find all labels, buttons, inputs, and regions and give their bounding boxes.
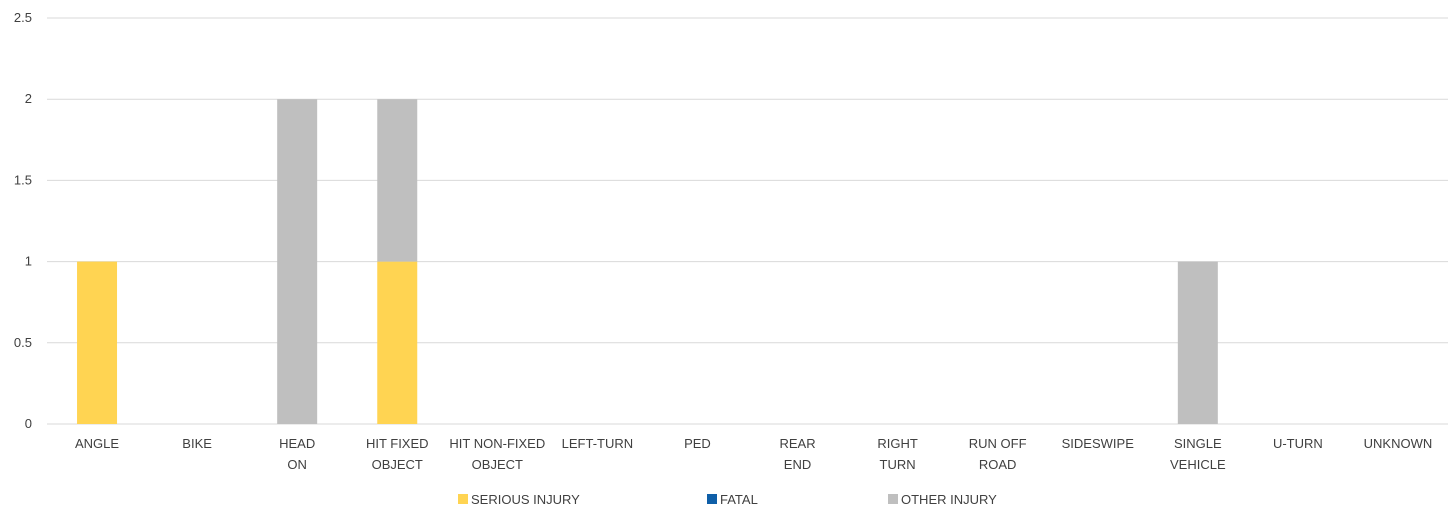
legend: SERIOUS INJURY FATAL OTHER INJURY [458,492,997,507]
x-tick-label: HIT FIXED [366,436,429,451]
legend-label: FATAL [720,492,758,507]
x-tick-label: REAR [779,436,815,451]
bars [77,99,1218,424]
x-tick-label: BIKE [182,436,212,451]
x-tick-label: LEFT-TURN [562,436,634,451]
y-tick-label: 0.5 [14,335,32,350]
legend-swatch [888,494,898,504]
legend-swatch [458,494,468,504]
x-tick-label: ROAD [979,457,1017,472]
x-tick-label: TURN [880,457,916,472]
x-tick-label: OBJECT [372,457,423,472]
bar-segment [377,99,418,262]
x-tick-label: SIDESWIPE [1062,436,1135,451]
y-tick-label: 0 [25,416,32,431]
y-tick-label: 1 [25,254,32,269]
bar-segment [277,99,318,424]
x-tick-label: VEHICLE [1170,457,1226,472]
x-tick-label: U-TURN [1273,436,1323,451]
legend-swatch [707,494,717,504]
legend-label: SERIOUS INJURY [471,492,580,507]
y-axis-ticks: 0 0.5 1 1.5 2 2.5 [14,10,32,431]
x-tick-label: UNKNOWN [1364,436,1433,451]
x-tick-label: ON [287,457,307,472]
x-tick-label: OBJECT [472,457,523,472]
legend-label: OTHER INJURY [901,492,997,507]
x-tick-label: HIT NON-FIXED [449,436,545,451]
grid-lines [47,17,1448,425]
bar-segment [77,261,118,424]
bar-segment [1177,261,1218,424]
x-axis-ticks: ANGLE BIKE HEAD ON HIT FIXED OBJECT HIT NON-FI… [75,436,1432,472]
x-tick-label: END [784,457,811,472]
y-tick-label: 1.5 [14,172,32,187]
x-tick-label: RIGHT [877,436,918,451]
x-tick-label: SINGLE [1174,436,1222,451]
x-tick-label: ANGLE [75,436,119,451]
x-tick-label: HEAD [279,436,315,451]
x-tick-label: PED [684,436,711,451]
bar-segment [377,261,418,424]
x-tick-label: RUN OFF [969,436,1027,451]
y-tick-label: 2 [25,91,32,106]
y-tick-label: 2.5 [14,10,32,25]
